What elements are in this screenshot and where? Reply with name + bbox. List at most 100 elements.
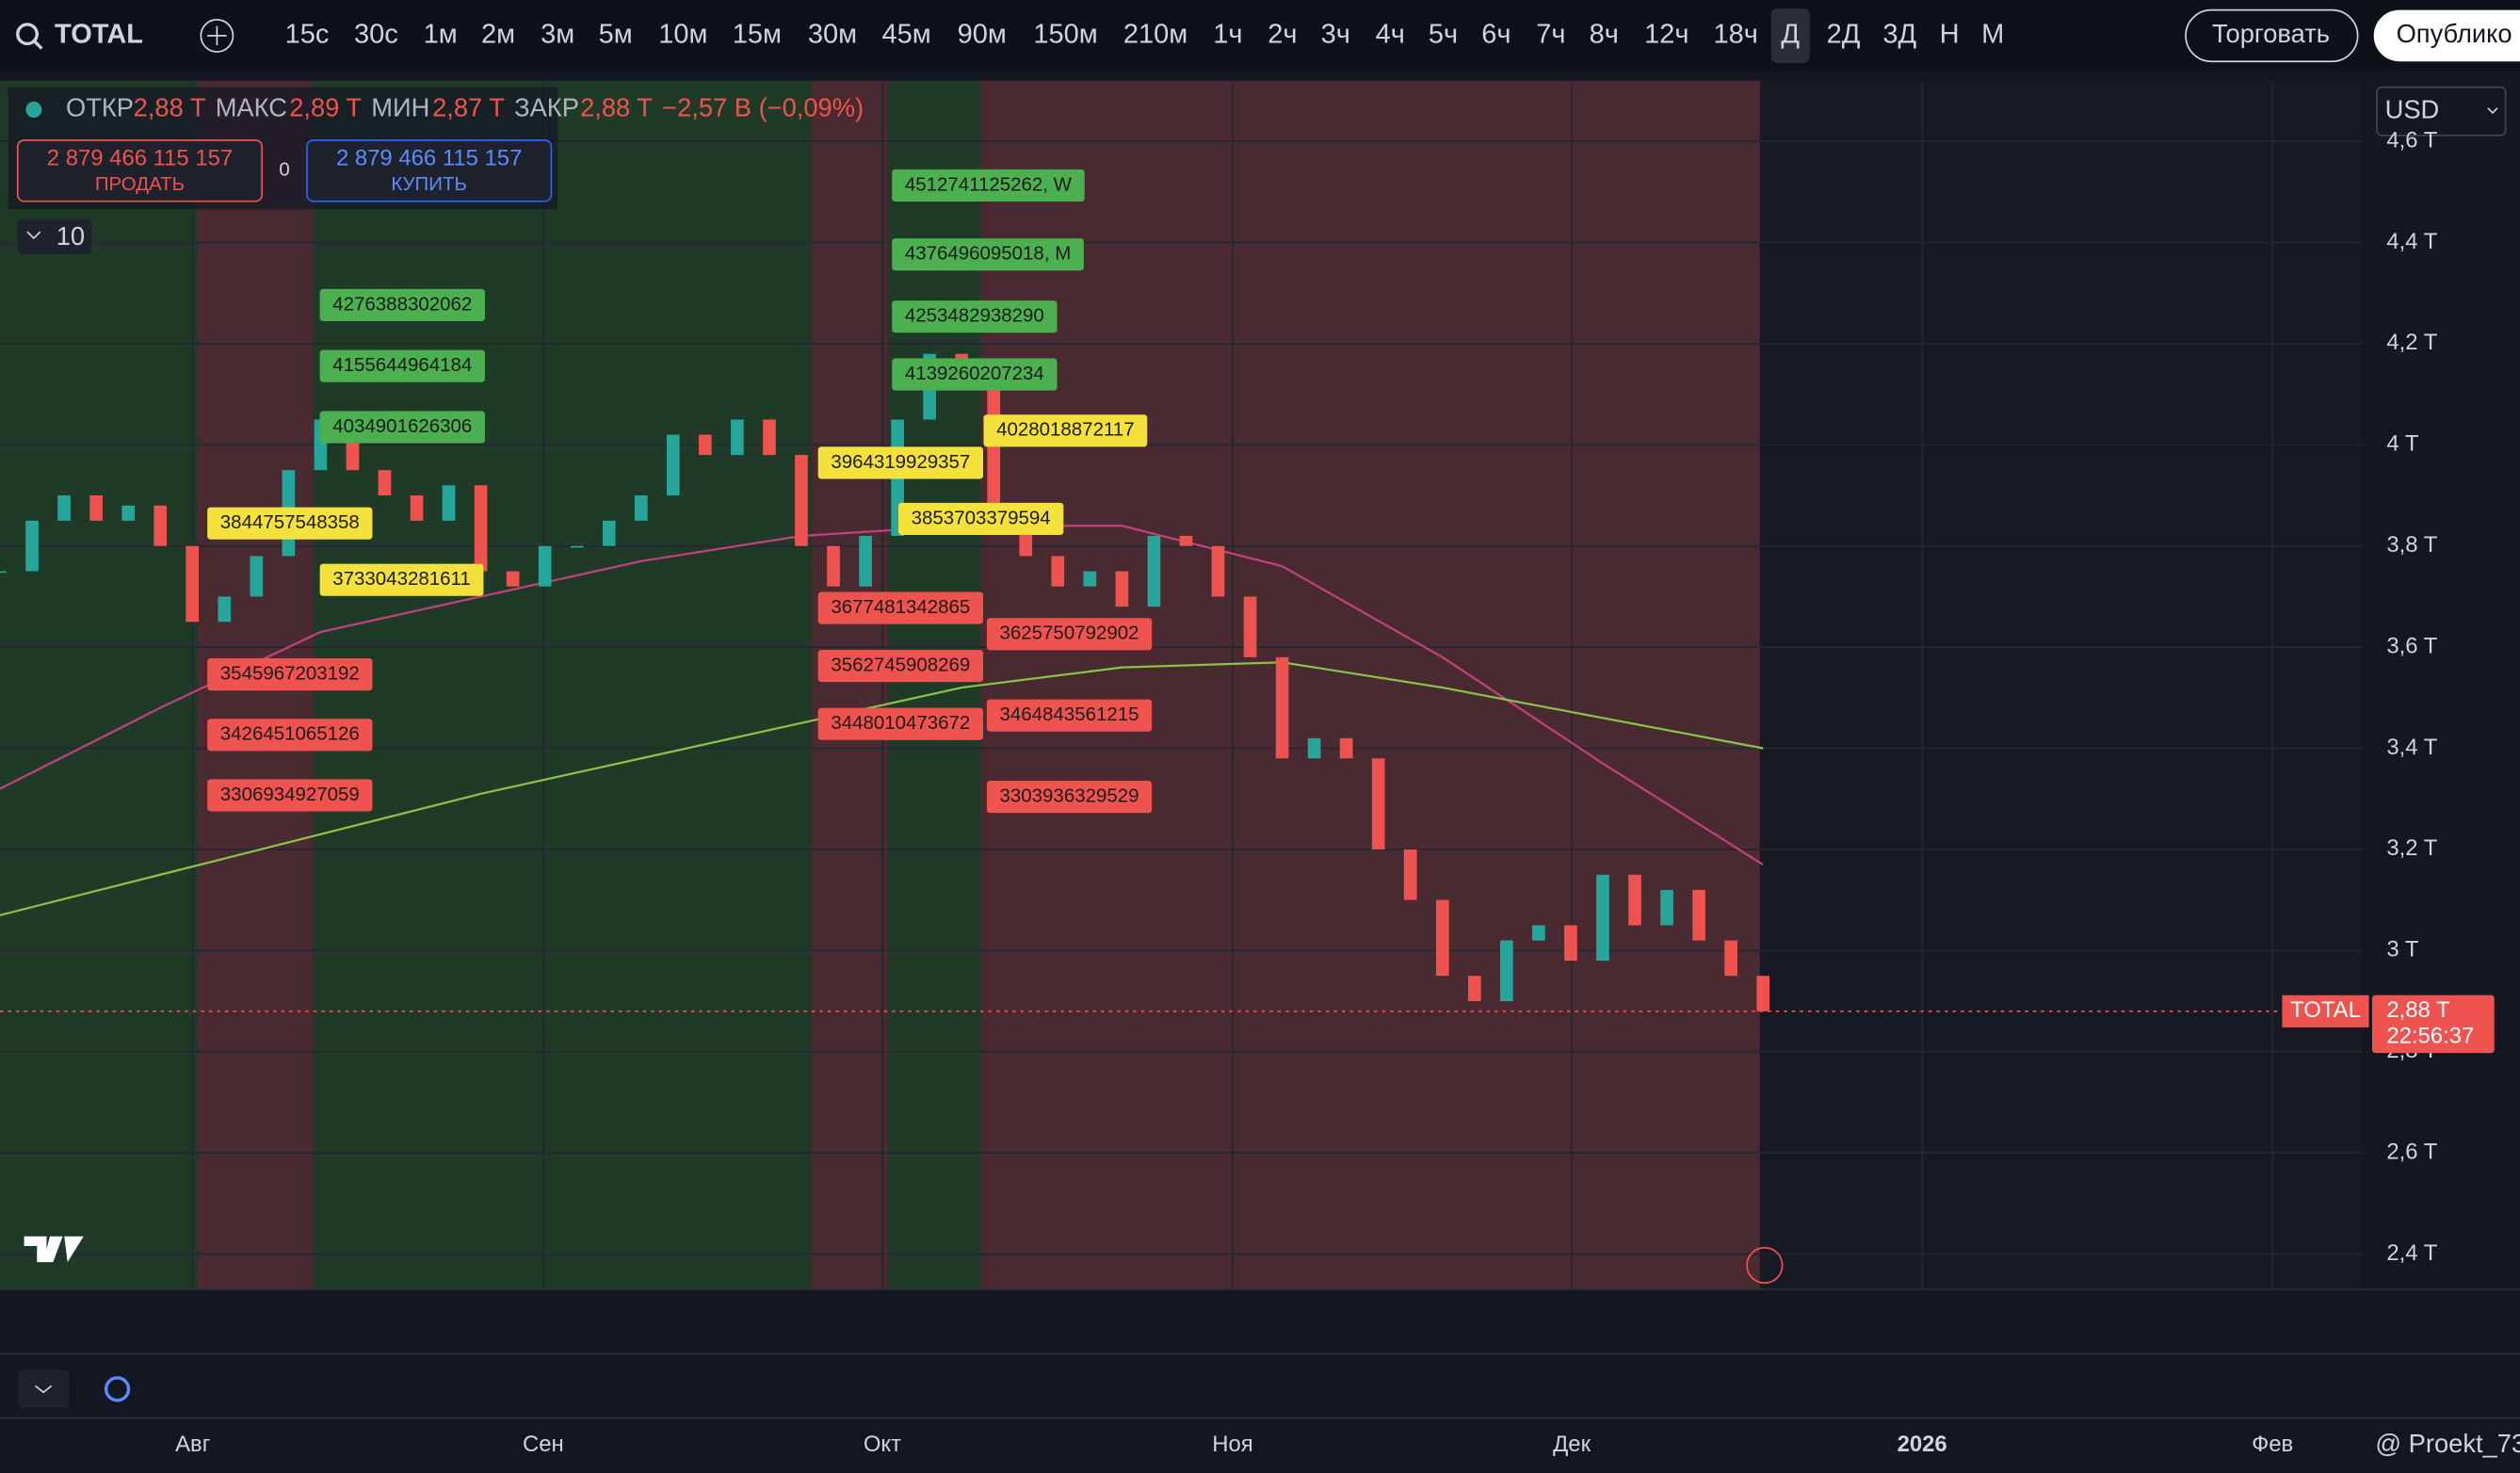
countdown: 22:56:37 (2386, 1023, 2474, 1048)
interval[interactable]: Н (1940, 20, 1960, 50)
price-tag (986, 781, 1153, 814)
interval[interactable]: 6ч (1481, 20, 1510, 50)
price-tag-label: 3625750792902 (1000, 623, 1139, 644)
candle (1532, 925, 1545, 941)
interval[interactable]: 12ч (1644, 20, 1688, 50)
price-tag-label: 3426451065126 (220, 723, 360, 745)
legend-high-label: МАКС (216, 93, 287, 122)
y-tick-label: 4,6 T (2386, 127, 2437, 153)
interval[interactable]: 2ч (1268, 20, 1297, 50)
legend-high: 2,89 T (289, 93, 362, 122)
publish-button-label[interactable]: Опублико (2397, 19, 2512, 48)
price-tag (892, 300, 1058, 333)
interval[interactable]: 15с (285, 20, 330, 50)
intervals: 15с 30с 1м 2м 3м 5м 10м 15м 30м 45м 90м 150м 210м 1ч 2… (285, 20, 2005, 50)
interval[interactable]: 2Д (1827, 20, 1861, 50)
trade-button-label[interactable]: Торговать (2212, 19, 2330, 48)
interval[interactable]: 15м (733, 20, 782, 50)
price-tag-label: 3562745908269 (831, 655, 970, 676)
candle (1211, 545, 1225, 597)
interval[interactable]: 1ч (1213, 20, 1242, 50)
sell-label[interactable]: ПРОДАТЬ (95, 173, 185, 195)
price-tag-label: 3303936329529 (1000, 785, 1139, 807)
collapse-button[interactable] (17, 1369, 70, 1409)
alert-icon[interactable] (1746, 1246, 1784, 1285)
interval[interactable]: 90м (958, 20, 1007, 50)
interval[interactable]: 8ч (1590, 20, 1619, 50)
sell-button[interactable] (16, 138, 264, 202)
symbol[interactable]: TOTAL (55, 20, 143, 50)
price-tag (986, 618, 1153, 651)
interval[interactable]: 45м (881, 20, 930, 50)
candle (1596, 874, 1609, 962)
logo (24, 1236, 84, 1263)
candle (1628, 874, 1641, 926)
price-tag-label: 3733043281611 (332, 568, 470, 590)
candle (763, 419, 776, 456)
candle (378, 470, 392, 496)
y-tick-label: 3,4 T (2386, 735, 2437, 760)
currency-select[interactable] (2376, 86, 2507, 137)
price-axis: 2,4 T2,6 T2,8 T3 T3,2 T3,4 T3,6 T3,8 T4 … (2282, 127, 2495, 1266)
active-interval-bg (1770, 8, 1810, 63)
candle (1179, 535, 1193, 546)
candle (250, 556, 264, 597)
interval[interactable]: 30м (808, 20, 857, 50)
symbol-tag (2282, 995, 2369, 1028)
interval[interactable]: 30с (354, 20, 398, 50)
interval[interactable]: 4ч (1376, 20, 1405, 50)
y-tick-label: 3,2 T (2386, 835, 2437, 861)
sell-price[interactable]: 2 879 466 115 157 (47, 146, 233, 171)
publish-button[interactable] (2373, 9, 2520, 62)
interval[interactable]: 18ч (1713, 20, 1757, 50)
candle (442, 485, 456, 521)
interval[interactable]: 3ч (1321, 20, 1350, 50)
price-tag (986, 699, 1153, 732)
chevron (26, 231, 41, 240)
interval[interactable]: 1м (424, 20, 458, 50)
candle (1147, 535, 1161, 607)
interval[interactable]: 10м (658, 20, 707, 50)
symbol-tag-label: TOTAL (2290, 997, 2361, 1023)
last-price-label: 2,88 T (2386, 997, 2450, 1023)
candle (1435, 899, 1449, 977)
candle (186, 545, 200, 623)
add-symbol[interactable] (200, 18, 234, 53)
interval[interactable]: 3м (541, 20, 574, 50)
interval[interactable]: М (1981, 20, 2004, 50)
trade-button[interactable] (2185, 8, 2359, 63)
search-icon[interactable] (16, 23, 39, 46)
price-tag (319, 349, 485, 382)
interval[interactable]: 210м (1123, 20, 1187, 50)
interval[interactable]: Д (1781, 20, 1800, 50)
x-tick-label: Окт (864, 1432, 901, 1457)
buy-price[interactable]: 2 879 466 115 157 (336, 146, 522, 171)
price-tag (207, 779, 373, 812)
interval[interactable]: 150м (1033, 20, 1097, 50)
sync-icon[interactable] (104, 1376, 131, 1402)
indicators-toggle[interactable] (17, 219, 92, 255)
interval[interactable]: 3Д (1882, 20, 1916, 50)
interval[interactable]: 7ч (1536, 20, 1565, 50)
currency[interactable]: USD (2385, 94, 2440, 123)
candle (859, 535, 872, 587)
price-tag-label: 3464843561215 (1000, 704, 1139, 725)
indicators-count[interactable]: 10 (57, 221, 85, 251)
candle (1275, 656, 1289, 759)
price-tag-label: 3964319929357 (831, 451, 970, 473)
candle (1756, 976, 1770, 1012)
interval[interactable]: 5ч (1429, 20, 1458, 50)
search-icon (32, 39, 43, 50)
interval[interactable]: 2м (481, 20, 515, 50)
price-tag (898, 502, 1064, 535)
buy-label[interactable]: КУПИТЬ (391, 173, 467, 195)
candle (1660, 889, 1673, 926)
price-tag-label: 3306934927059 (220, 784, 360, 805)
price-tag-label: 4034901626306 (332, 415, 472, 437)
interval[interactable]: 5м (599, 20, 633, 50)
candle (538, 545, 552, 587)
buy-button[interactable] (306, 138, 553, 202)
candle (667, 434, 680, 496)
legend-change: −2,57 B (−0,09%) (662, 93, 864, 122)
price-tag (319, 563, 484, 596)
